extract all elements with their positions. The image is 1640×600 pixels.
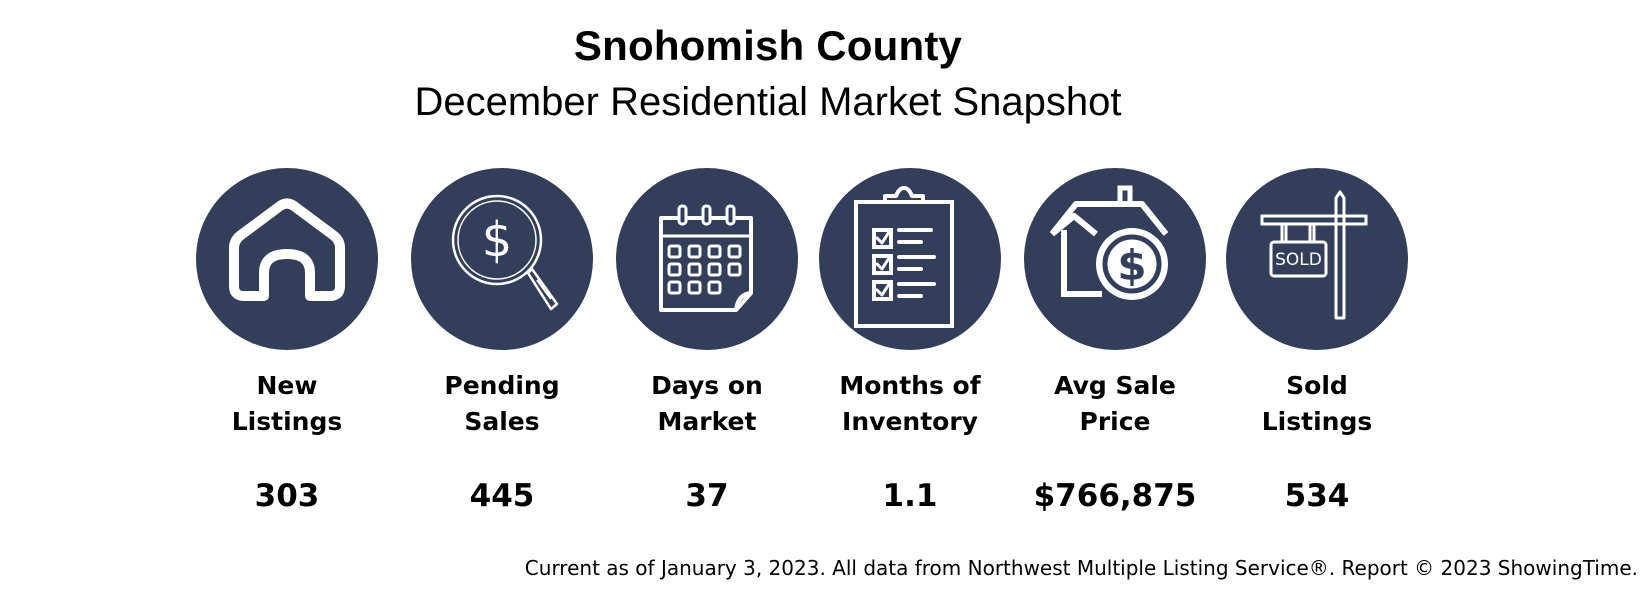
sold-sign-text: SOLD [1275, 250, 1322, 270]
page-subtitle: December Residential Market Snapshot [414, 80, 1122, 124]
svg-text:$: $ [482, 212, 513, 268]
icon-circle: SOLD [1226, 168, 1408, 350]
stat-value: 303 [254, 478, 320, 514]
checklist-clipboard-icon [854, 186, 954, 328]
icon-circle [819, 168, 1001, 350]
house-icon [229, 198, 345, 301]
stat-pending-sales: $ Pending Sales 445 [392, 0, 612, 520]
stat-label: Days on Market [651, 371, 763, 436]
stat-value: 1.1 [882, 478, 938, 514]
stat-days-on-market: Days on Market 37 [597, 0, 817, 520]
footnote: Current as of January 3, 2023. All data … [524, 556, 1638, 580]
stat-label: Sold Listings [1261, 371, 1373, 436]
stat-label: Avg Sale Price [1054, 371, 1176, 436]
svg-text:$: $ [1117, 241, 1146, 290]
icon-circle: $ [1024, 168, 1206, 350]
icon-circle [616, 168, 798, 350]
stat-label: Pending Sales [444, 371, 560, 436]
dollar-magnifier-icon: $ [451, 194, 559, 311]
stat-value: 445 [469, 478, 535, 514]
stat-new-listings: New Listings 303 [177, 0, 397, 520]
sold-sign-icon: SOLD [1260, 190, 1368, 320]
stat-value: 37 [685, 478, 729, 514]
stat-avg-sale-price: $ Avg Sale Price $766,875 [1005, 0, 1225, 520]
stat-months-of-inventory: Months of Inventory 1.1 [800, 0, 1020, 520]
stat-sold-listings: SOLD Sold Listings 534 [1207, 0, 1427, 520]
stat-value: 534 [1284, 478, 1350, 514]
icon-circle [196, 168, 378, 350]
stat-value: $766,875 [1033, 478, 1197, 514]
stat-label: Months of Inventory [839, 371, 981, 436]
house-dollar-icon: $ [1049, 185, 1169, 300]
calendar-icon [659, 204, 753, 312]
page-title: Snohomish County [573, 22, 963, 69]
icon-circle: $ [411, 168, 593, 350]
stat-label: New Listings [231, 371, 343, 436]
